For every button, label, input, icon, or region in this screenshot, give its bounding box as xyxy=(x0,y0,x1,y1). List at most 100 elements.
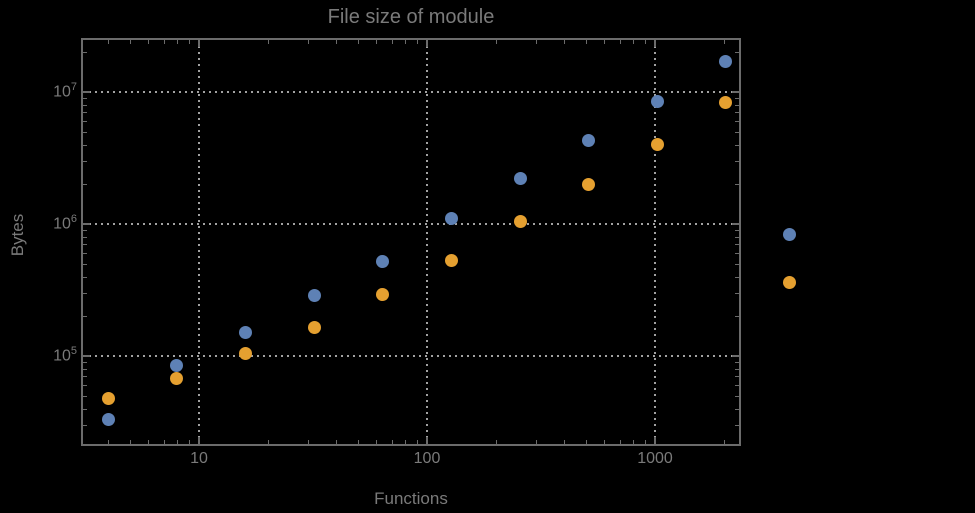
data-point-series-2-x256 xyxy=(513,214,527,228)
y-minor-tick xyxy=(83,112,87,114)
x-minor-tick xyxy=(391,40,393,44)
y-minor-tick xyxy=(735,368,739,370)
x-minor-tick xyxy=(416,40,418,44)
y-major-tick xyxy=(83,223,90,225)
y-minor-tick xyxy=(83,161,87,163)
y-major-tick xyxy=(732,223,739,225)
data-point-series-1-x256 xyxy=(513,172,527,186)
y-minor-tick xyxy=(735,161,739,163)
chart-title: File size of module xyxy=(327,6,495,28)
data-point-series-2-x128 xyxy=(444,253,458,267)
y-tick-label: 105 xyxy=(53,345,77,365)
x-minor-tick xyxy=(176,40,178,44)
x-major-tick xyxy=(426,40,428,47)
y-minor-tick xyxy=(83,244,87,246)
y-minor-tick xyxy=(735,112,739,114)
y-minor-tick xyxy=(735,244,739,246)
x-minor-tick xyxy=(267,440,269,444)
y-minor-tick xyxy=(735,98,739,100)
y-minor-tick xyxy=(735,316,739,318)
y-minor-tick xyxy=(83,276,87,278)
x-minor-tick xyxy=(604,40,606,44)
x-major-tick xyxy=(198,40,200,47)
x-minor-tick xyxy=(619,40,621,44)
x-minor-tick xyxy=(176,440,178,444)
y-minor-tick xyxy=(735,276,739,278)
y-minor-tick xyxy=(83,395,87,397)
y-minor-tick xyxy=(735,425,739,427)
x-minor-tick xyxy=(336,440,338,444)
y-minor-tick xyxy=(83,263,87,265)
x-axis-title: Functions xyxy=(374,489,448,508)
y-major-tick xyxy=(83,355,90,357)
x-minor-tick xyxy=(376,40,378,44)
y-minor-tick xyxy=(83,131,87,133)
y-minor-tick xyxy=(735,131,739,133)
y-minor-tick xyxy=(83,144,87,146)
x-minor-tick xyxy=(619,440,621,444)
y-minor-tick xyxy=(735,253,739,255)
x-minor-tick xyxy=(148,440,150,444)
x-minor-tick xyxy=(148,40,150,44)
y-minor-tick xyxy=(735,121,739,123)
y-minor-tick xyxy=(83,98,87,100)
x-minor-tick xyxy=(535,440,537,444)
x-minor-tick xyxy=(604,440,606,444)
y-minor-tick xyxy=(83,316,87,318)
x-minor-tick xyxy=(404,40,406,44)
y-minor-tick xyxy=(735,395,739,397)
y-minor-tick xyxy=(735,376,739,378)
plot-area: 10 100 1000 105 106 107 xyxy=(53,38,741,467)
x-gridline xyxy=(426,40,428,444)
data-point-series-2-x32 xyxy=(307,320,321,334)
x-tick-label: 10 xyxy=(190,450,208,467)
x-minor-tick xyxy=(586,440,588,444)
y-gridline xyxy=(83,91,739,93)
x-minor-tick xyxy=(404,440,406,444)
y-gridline xyxy=(83,355,739,357)
y-minor-tick xyxy=(735,184,739,186)
y-gridline xyxy=(83,223,739,225)
x-minor-tick xyxy=(358,40,360,44)
y-axis-title: Bytes xyxy=(8,213,27,257)
x-minor-tick xyxy=(188,440,190,444)
x-minor-tick xyxy=(163,440,165,444)
data-point-series-2-x2048 xyxy=(719,96,733,110)
y-minor-tick xyxy=(735,408,739,410)
x-minor-tick xyxy=(586,40,588,44)
x-minor-tick xyxy=(358,440,360,444)
x-minor-tick xyxy=(495,40,497,44)
y-minor-tick xyxy=(83,376,87,378)
y-minor-tick xyxy=(83,362,87,364)
y-minor-tick xyxy=(735,293,739,295)
x-minor-tick xyxy=(723,440,725,444)
y-minor-tick xyxy=(83,236,87,238)
y-minor-tick xyxy=(83,293,87,295)
legend-marker-series-2 xyxy=(782,275,796,289)
y-major-tick xyxy=(732,91,739,93)
x-major-tick xyxy=(654,437,656,444)
data-point-series-1-x16 xyxy=(239,326,253,340)
x-minor-tick xyxy=(495,440,497,444)
x-minor-tick xyxy=(644,40,646,44)
data-point-series-2-x512 xyxy=(582,177,596,191)
data-point-series-1-x4 xyxy=(101,413,115,427)
y-minor-tick xyxy=(83,184,87,186)
y-minor-tick xyxy=(83,253,87,255)
x-gridline xyxy=(654,40,656,444)
data-point-series-1-x64 xyxy=(376,254,390,268)
x-minor-tick xyxy=(267,40,269,44)
x-minor-tick xyxy=(416,440,418,444)
y-minor-tick xyxy=(83,368,87,370)
y-tick-label: 107 xyxy=(53,81,77,101)
legend-marker-series-1 xyxy=(782,227,796,241)
y-minor-tick xyxy=(735,263,739,265)
data-point-series-1-x128 xyxy=(444,212,458,226)
data-point-series-1-x8 xyxy=(170,358,184,372)
x-major-tick xyxy=(426,437,428,444)
x-minor-tick xyxy=(391,440,393,444)
y-major-tick xyxy=(83,91,90,93)
y-tick-label: 106 xyxy=(53,213,77,233)
x-tick-label: 100 xyxy=(413,450,441,467)
